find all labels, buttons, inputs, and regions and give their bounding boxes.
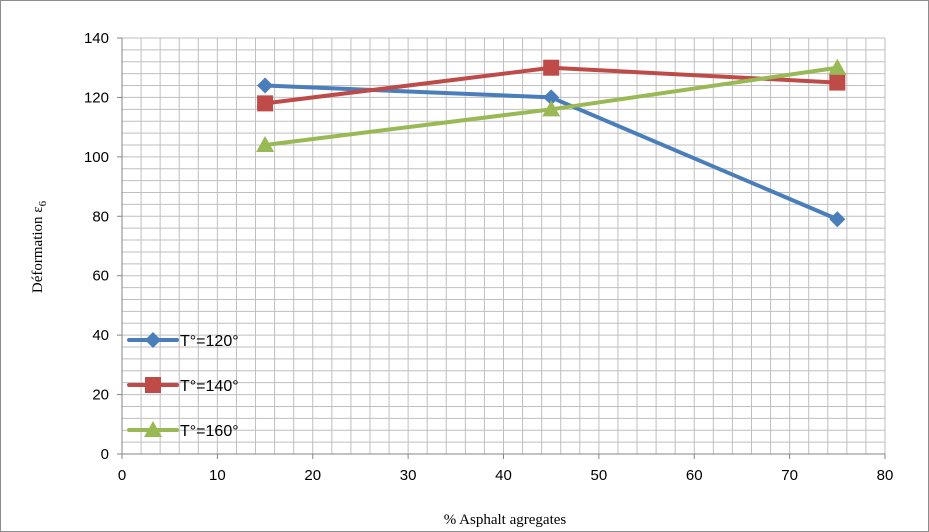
x-tick-label: 60 — [686, 467, 703, 484]
y-tick-labels: 0 20 40 60 80 100 120 140 — [84, 30, 109, 463]
legend-item-1: T°=120° — [127, 332, 239, 350]
y-tick-label: 60 — [92, 268, 109, 285]
legend: T°=120° T°=140° T°=160° — [127, 332, 239, 440]
series-2 — [257, 59, 846, 112]
legend-marker — [144, 421, 162, 437]
axes — [117, 37, 886, 459]
y-tick-label: 20 — [92, 387, 109, 404]
series-1-point — [257, 77, 274, 94]
legend-item-2: T°=140° — [127, 377, 239, 395]
y-axis-title-main: Déformation ε — [30, 206, 46, 293]
series-2-point — [543, 59, 560, 76]
x-tick-label: 50 — [591, 467, 608, 484]
y-axis-title-subscript: 6 — [37, 200, 49, 206]
x-tick-labels: 0 10 20 30 40 50 60 70 80 — [118, 467, 894, 484]
x-tick-label: 40 — [495, 467, 512, 484]
y-tick-label: 80 — [92, 208, 109, 225]
series-1-point — [829, 211, 846, 228]
y-tick-label: 40 — [92, 327, 109, 344]
y-tick-label: 120 — [84, 89, 109, 106]
legend-label: T°=160° — [180, 423, 239, 440]
y-tick-label: 0 — [101, 446, 109, 463]
x-tick-label: 30 — [400, 467, 417, 484]
x-tick-label: 80 — [877, 467, 894, 484]
series-3-point — [542, 100, 561, 117]
x-tick-label: 10 — [209, 467, 226, 484]
series-3-point — [256, 135, 275, 152]
series-2-point — [257, 95, 274, 112]
x-tick-label: 0 — [118, 467, 126, 484]
x-tick-label: 20 — [304, 467, 321, 484]
y-tick-label: 140 — [84, 30, 109, 47]
series-3 — [256, 58, 847, 152]
legend-marker — [145, 332, 161, 348]
x-axis-title: % Asphalt agregates — [444, 512, 567, 528]
series-2-point — [829, 74, 846, 91]
legend-item-3: T°=160° — [127, 421, 239, 440]
series-1-point — [543, 89, 560, 106]
series-group — [256, 58, 847, 228]
series-3-point — [828, 58, 847, 75]
x-tick-label: 70 — [781, 467, 798, 484]
legend-marker — [145, 377, 161, 393]
y-axis-title: Déformation ε6 — [30, 200, 49, 293]
legend-label: T°=120° — [180, 333, 239, 350]
y-tick-label: 100 — [84, 149, 109, 166]
legend-label: T°=140° — [180, 378, 239, 395]
